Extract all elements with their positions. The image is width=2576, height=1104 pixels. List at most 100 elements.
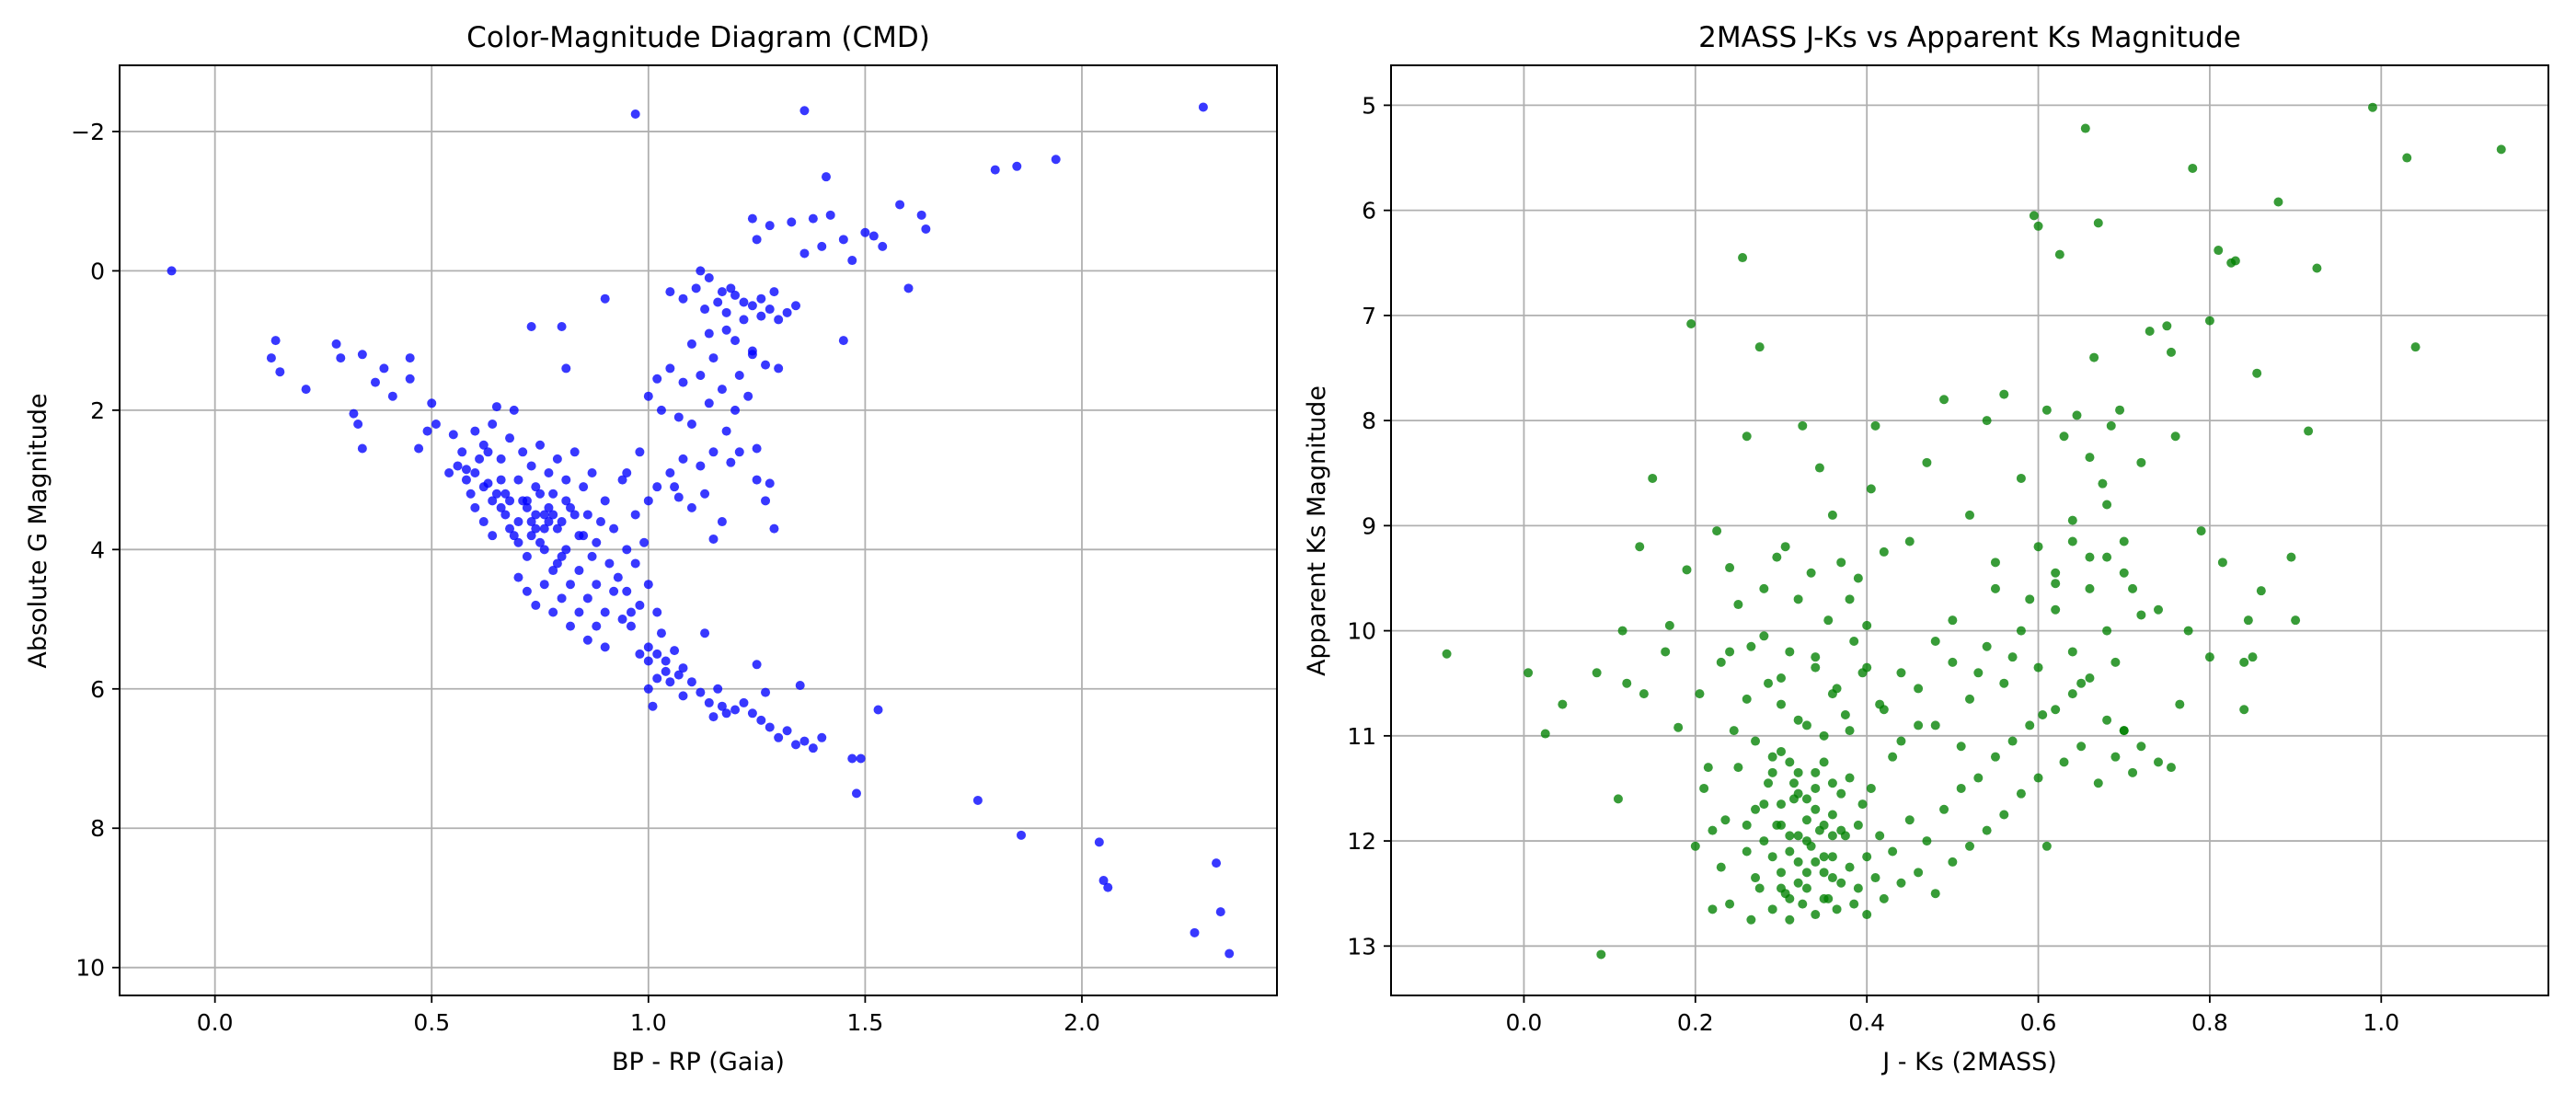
jks-data-point xyxy=(1827,831,1837,841)
cmd-data-point xyxy=(756,293,766,304)
jks-data-point xyxy=(2291,615,2301,626)
jks-y-tick-label: 12 xyxy=(1347,828,1376,855)
cmd-data-point xyxy=(630,109,640,120)
jks-data-point xyxy=(2239,657,2249,667)
cmd-data-point xyxy=(500,510,511,520)
cmd-data-point xyxy=(739,297,749,307)
jks-data-point xyxy=(1973,773,1984,783)
jks-data-point xyxy=(2162,321,2172,331)
jks-data-point xyxy=(2312,263,2322,273)
jks-data-point xyxy=(2248,652,2258,662)
cmd-data-point xyxy=(730,336,741,346)
cmd-data-point xyxy=(552,523,562,534)
jks-data-point xyxy=(1811,783,1821,793)
cmd-data-point xyxy=(548,489,558,499)
jks-data-point xyxy=(1845,773,1855,783)
jks-data-point xyxy=(2051,568,2061,578)
cmd-data-point xyxy=(665,363,675,374)
jks-grid xyxy=(1391,65,2548,995)
jks-data-point xyxy=(1695,689,1705,699)
jks-data-point xyxy=(1965,841,1974,851)
jks-data-point xyxy=(1686,319,1696,329)
jks-data-point xyxy=(1870,873,1880,883)
cmd-data-point xyxy=(513,475,523,485)
cmd-data-point xyxy=(761,360,771,370)
jks-data-point xyxy=(2128,583,2138,593)
jks-data-point xyxy=(1879,893,1889,903)
cmd-data-point xyxy=(405,353,415,363)
cmd-data-point xyxy=(799,248,810,259)
jks-data-point xyxy=(1879,546,1889,557)
jks-data-point xyxy=(1827,778,1837,788)
cmd-data-point xyxy=(873,705,883,715)
cmd-data-point xyxy=(522,586,532,596)
jks-data-point xyxy=(1875,831,1885,841)
cmd-title: Color-Magnitude Diagram (CMD) xyxy=(466,21,930,54)
jks-data-point xyxy=(1939,804,1949,814)
cmd-data-point xyxy=(630,510,640,520)
cmd-data-point xyxy=(665,287,675,297)
jks-data-point xyxy=(1793,831,1803,841)
jks-data-point xyxy=(1708,825,1718,835)
cmd-data-point xyxy=(1098,876,1109,886)
cmd-data-point xyxy=(535,489,546,499)
jks-data-point xyxy=(1990,752,2000,762)
jks-data-point xyxy=(1759,631,1769,641)
jks-data-point xyxy=(1862,852,1872,862)
cmd-data-point xyxy=(587,468,597,478)
jks-data-point xyxy=(1793,715,1803,725)
cmd-data-point xyxy=(713,297,723,307)
cmd-data-point xyxy=(652,607,662,617)
jks-data-point xyxy=(1811,910,1821,920)
jks-data-point xyxy=(1922,457,1932,467)
cmd-data-point xyxy=(856,753,866,764)
cmd-data-point xyxy=(448,430,458,440)
cmd-data-point xyxy=(522,551,532,561)
jks-data-point xyxy=(1664,620,1674,630)
jks-data-point xyxy=(2093,778,2103,788)
cmd-data-point xyxy=(734,447,744,457)
jks-data-point xyxy=(1733,763,1743,773)
cmd-data-point xyxy=(972,795,983,805)
jks-data-point xyxy=(2136,457,2146,467)
jks-data-point xyxy=(2243,615,2253,626)
jks-data-point xyxy=(2115,405,2125,415)
cmd-data-point xyxy=(592,580,602,590)
jks-data-point xyxy=(2102,715,2112,725)
cmd-data-point xyxy=(656,628,666,638)
jks-data-point xyxy=(1930,637,1940,647)
jks-data-point xyxy=(2051,705,2061,715)
jks-data-point xyxy=(1922,836,1932,846)
cmd-data-point xyxy=(622,545,632,555)
jks-data-point xyxy=(1866,484,1876,494)
jks-data-point xyxy=(1811,652,1821,662)
cmd-data-point xyxy=(730,705,741,715)
jks-data-point xyxy=(2033,662,2043,673)
cmd-data-point xyxy=(734,371,744,380)
jks-data-point xyxy=(1733,600,1743,610)
cmd-data-point xyxy=(617,615,627,625)
cmd-data-point xyxy=(544,517,554,527)
cmd-data-point xyxy=(470,426,480,436)
jks-data-point xyxy=(2076,678,2087,688)
jks-data-point xyxy=(2085,552,2095,562)
jks-data-point xyxy=(2016,788,2026,799)
cmd-y-tick-label: −2 xyxy=(71,119,105,145)
cmd-data-point xyxy=(461,465,471,475)
cmd-data-point xyxy=(791,301,801,311)
jks-data-point xyxy=(1725,563,1735,573)
jks-data-point xyxy=(2204,652,2214,662)
jks-data-point xyxy=(1827,810,1837,820)
cmd-data-point xyxy=(600,642,610,652)
cmd-data-point xyxy=(569,510,580,520)
cmd-data-point xyxy=(700,489,710,499)
cmd-data-point xyxy=(756,311,766,321)
cmd-data-point xyxy=(721,325,731,335)
jks-data-point xyxy=(1836,878,1846,888)
cmd-data-point xyxy=(635,447,645,457)
cmd-data-point xyxy=(730,405,741,415)
jks-data-point xyxy=(1832,904,1842,914)
cmd-data-point xyxy=(1212,858,1222,868)
cmd-data-point xyxy=(427,398,437,408)
jks-data-point xyxy=(1811,857,1821,867)
